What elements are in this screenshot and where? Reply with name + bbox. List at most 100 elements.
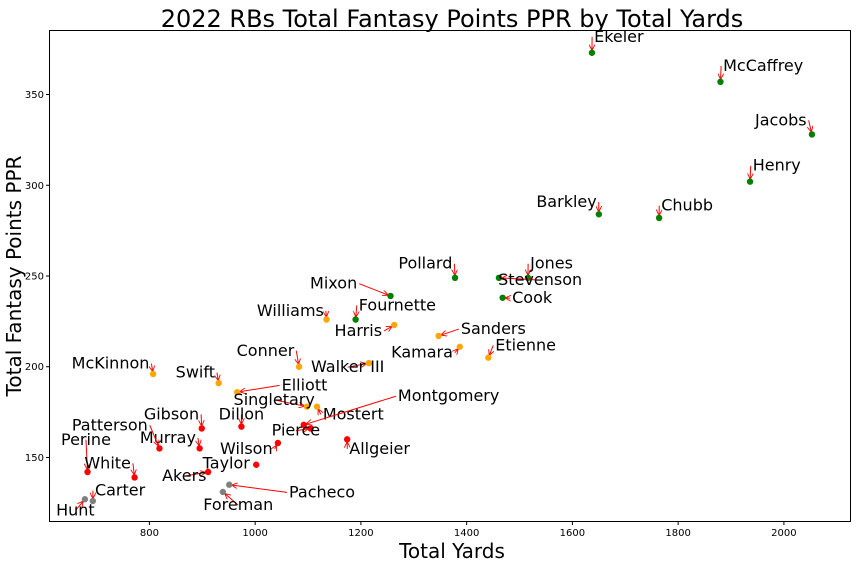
point-label: Ekeler — [594, 27, 644, 46]
data-point — [343, 436, 351, 443]
annotation-arrow — [721, 65, 722, 79]
point-label: Fournette — [359, 295, 436, 314]
annotation-arrow — [184, 473, 205, 477]
data-point — [595, 211, 603, 218]
annotation-arrow — [296, 350, 298, 364]
annotation-arrow — [347, 364, 366, 368]
annotation-arrow — [454, 263, 455, 275]
data-point — [233, 388, 241, 396]
data-point — [238, 423, 245, 430]
data-point — [451, 274, 459, 282]
data-point — [303, 403, 311, 410]
point-label: Dillon — [219, 404, 265, 423]
point-label: Kamara — [391, 343, 453, 362]
data-point — [253, 461, 260, 468]
data-point — [215, 379, 222, 387]
point-label: Jacobs — [754, 110, 807, 129]
annotation-arrow — [383, 327, 392, 331]
point-label: Sanders — [461, 319, 526, 338]
data-point — [307, 425, 314, 432]
annotation-arrow — [149, 425, 158, 445]
point-label: Akers — [162, 466, 206, 485]
y-tick-label: 150 — [25, 453, 44, 464]
data-point — [435, 332, 442, 340]
data-point — [156, 445, 163, 452]
x-tick-label: 1000 — [242, 528, 267, 539]
annotation-arrow — [240, 384, 280, 391]
y-axis-label: Total Fantasy Points PPR — [2, 155, 26, 397]
x-tick-label: 1200 — [348, 528, 373, 539]
data-point — [131, 474, 138, 481]
x-axis: 800 1000 1200 1400 1600 1800 2000 — [140, 521, 797, 539]
annotation-arrow — [86, 439, 87, 469]
data-point — [323, 316, 330, 323]
point-label: McKinnon — [72, 354, 150, 373]
point-label: Carter — [95, 481, 146, 500]
data-point — [352, 316, 359, 323]
point-label: Taylor — [202, 453, 251, 472]
data-point — [499, 294, 506, 301]
data-point — [204, 468, 212, 476]
data-point — [485, 354, 492, 361]
point-label: Pollard — [398, 254, 452, 273]
point-label: Harris — [335, 321, 383, 340]
annotation-arrow — [274, 399, 304, 406]
data-point — [274, 439, 282, 447]
point-label: Walker III — [311, 357, 384, 376]
point-label: Chubb — [661, 196, 713, 215]
x-tick-label: 1400 — [454, 528, 479, 539]
point-label: Perine — [61, 430, 111, 449]
annotation-arrow — [225, 494, 239, 506]
point-label: Allgeier — [349, 439, 410, 458]
y-tick-label: 250 — [25, 272, 44, 283]
x-tick-label: 1800 — [665, 528, 690, 539]
point-label: Barkley — [536, 192, 596, 211]
data-point — [391, 321, 398, 329]
annotation-arrow — [232, 485, 288, 493]
point-label: Singletary — [234, 390, 315, 409]
point-label: White — [84, 453, 131, 472]
point-label: Henry — [753, 156, 801, 175]
x-axis-label: Total Yards — [398, 539, 505, 563]
data-point — [196, 445, 203, 452]
point-label: Hunt — [56, 501, 95, 520]
point-label: Montgomery — [398, 386, 499, 405]
chart-title: 2022 RBs Total Fantasy Points PPR by Tot… — [161, 5, 744, 33]
point-label: Wilson — [220, 439, 273, 458]
y-tick-label: 200 — [25, 362, 44, 373]
data-point — [588, 49, 596, 56]
point-label: Elliott — [282, 375, 328, 394]
annotation-arrow — [307, 395, 397, 424]
data-point — [81, 496, 89, 503]
data-point — [456, 343, 463, 350]
point-label: Williams — [257, 301, 324, 320]
annotation-arrow — [275, 446, 277, 449]
y-tick-label: 350 — [25, 90, 44, 101]
data-point — [198, 425, 205, 432]
point-label: Murray — [140, 428, 196, 447]
data-point — [717, 78, 724, 86]
data-point — [387, 292, 394, 300]
data-point — [808, 131, 816, 138]
data-point — [219, 488, 227, 496]
annotation-arrow — [74, 502, 83, 511]
point-label: Mostert — [323, 404, 384, 423]
point-label: Foreman — [203, 495, 273, 514]
point-label: Mixon — [310, 274, 357, 293]
data-point — [89, 497, 97, 505]
annotation-arrow — [359, 283, 388, 295]
data-point — [295, 363, 303, 370]
point-label: Jones — [529, 254, 573, 273]
annotation-arrow — [809, 120, 812, 131]
point-label: McCaffrey — [723, 56, 803, 75]
annotation-arrow — [318, 409, 320, 414]
annotation-arrow — [201, 414, 202, 425]
annotation-arrow — [455, 349, 458, 353]
point-label: Etienne — [495, 335, 556, 354]
data-point — [495, 274, 503, 282]
point-label: Swift — [176, 363, 215, 382]
annotation-arrow — [750, 165, 751, 179]
data-point — [365, 359, 373, 367]
point-label: Pacheco — [289, 482, 355, 501]
point-label: Cook — [512, 288, 553, 307]
